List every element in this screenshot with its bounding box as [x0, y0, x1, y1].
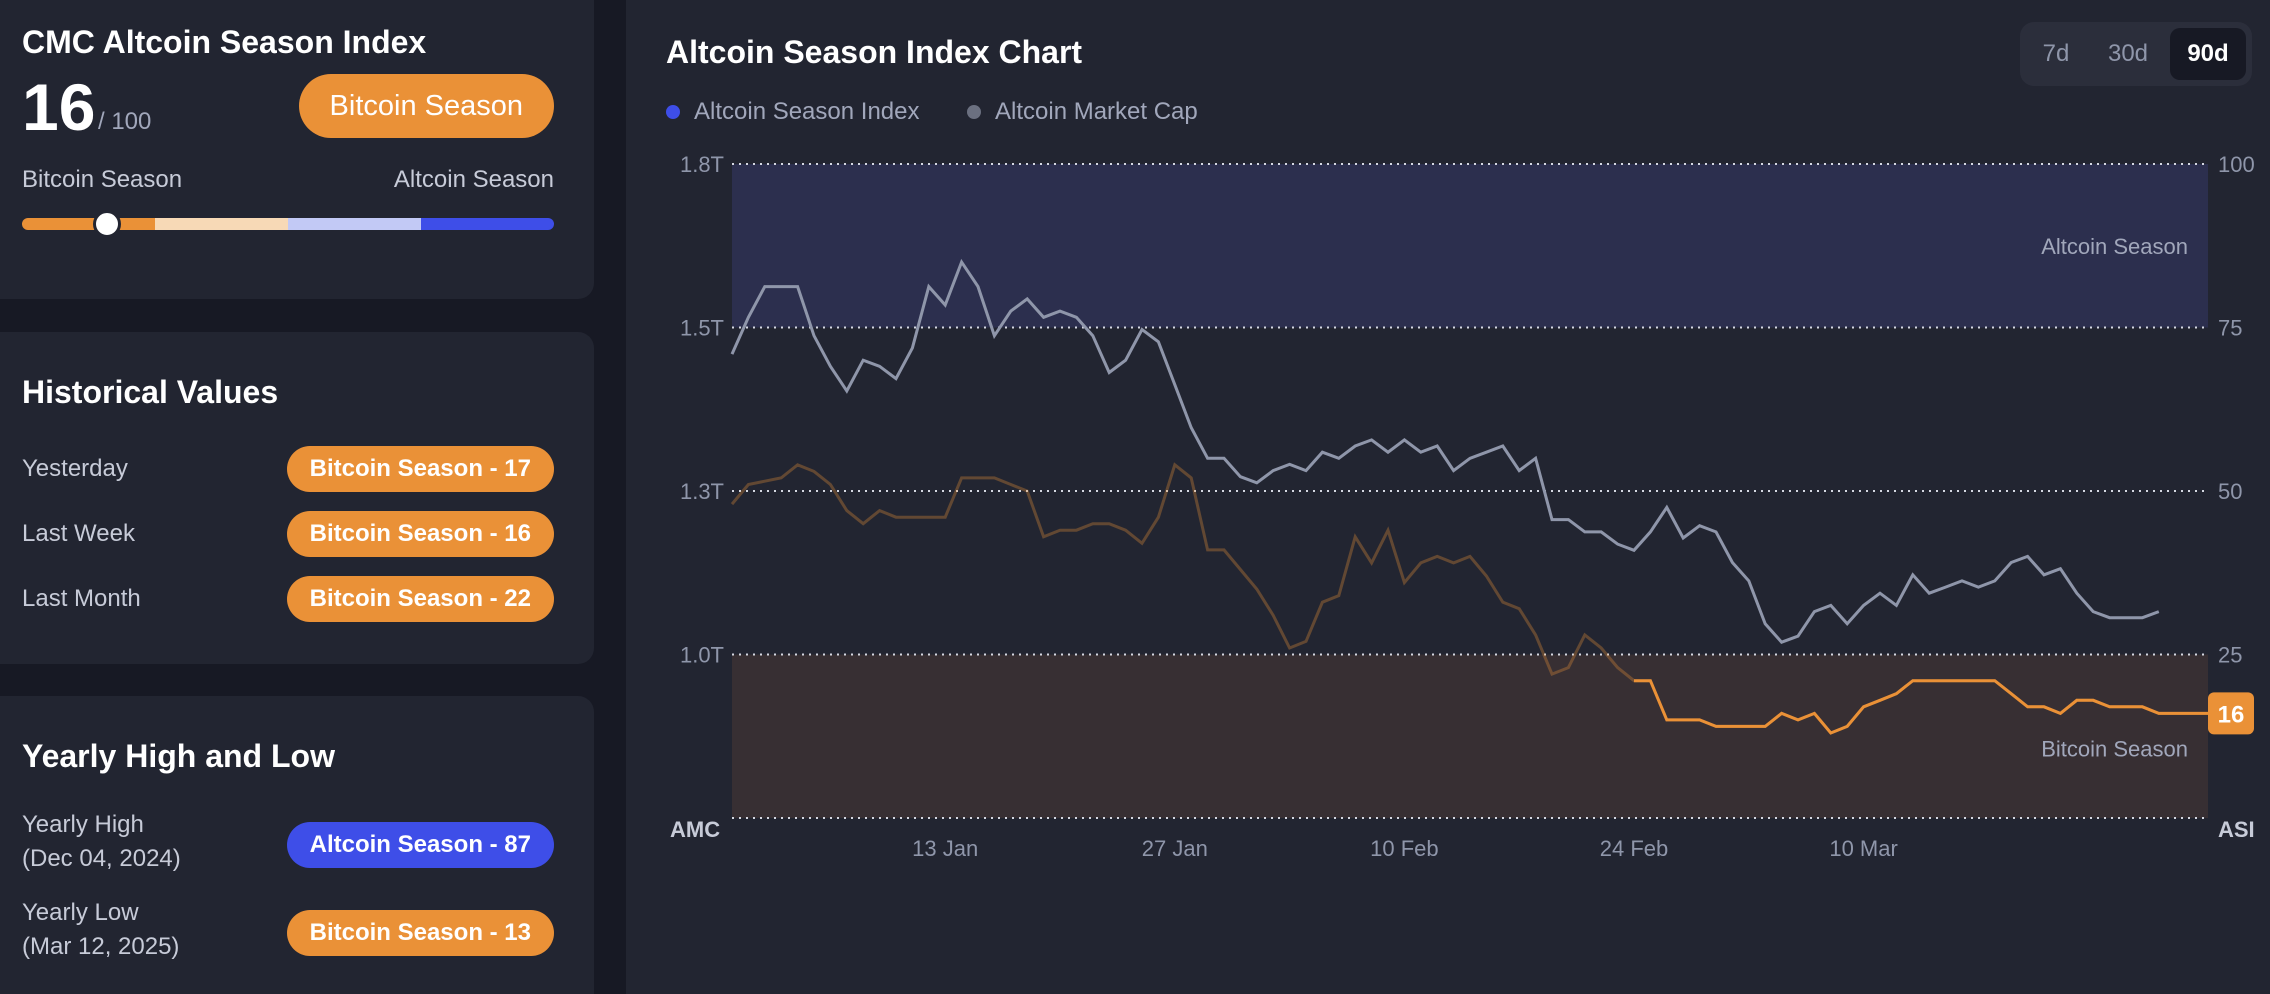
yearly-low-date: (Mar 12, 2025) — [22, 933, 180, 960]
current-value-label: 16 — [2218, 701, 2245, 728]
legend-dot-index — [666, 105, 680, 119]
index-max: / 100 — [98, 108, 152, 135]
scale-label-bitcoin: Bitcoin Season — [22, 166, 183, 193]
season-scale-bar — [22, 218, 554, 230]
left-tick: 1.8T — [680, 152, 724, 177]
yearly-high-low-card: Yearly High and Low Yearly High (Dec 04,… — [0, 696, 594, 994]
yearly-title: Yearly High and Low — [22, 738, 335, 774]
hist-value-yesterday: Bitcoin Season - 17 — [286, 446, 554, 492]
scale-segment-bitcoin — [22, 218, 155, 230]
legend-altcoin-season-index[interactable]: Altcoin Season Index — [666, 98, 919, 126]
altcoin-season-zone — [732, 164, 2208, 328]
scale-segment-bitcoin-light — [155, 218, 288, 230]
index-value: 16 — [22, 70, 96, 144]
x-tick: 27 Jan — [1142, 836, 1208, 861]
scale-segment-altcoin-light — [288, 218, 421, 230]
altcoin-zone-label: Altcoin Season — [2041, 234, 2188, 259]
left-axis-ticks: 1.8T 1.5T 1.3T 1.0T — [680, 152, 724, 668]
x-tick: 24 Feb — [1600, 836, 1669, 861]
hist-value-last-week: Bitcoin Season - 16 — [286, 511, 554, 557]
yearly-low-value: Bitcoin Season - 13 — [286, 910, 554, 956]
yearly-high-label: Yearly High — [22, 811, 144, 838]
legend-label-index: Altcoin Season Index — [694, 98, 920, 125]
right-tick: 25 — [2218, 643, 2242, 668]
left-tick: 1.3T — [680, 479, 724, 504]
right-tick: 50 — [2218, 479, 2242, 504]
range-7d-button[interactable]: 7d — [2042, 40, 2070, 67]
current-value-badge: 16 — [2208, 692, 2254, 735]
legend-dot-market-cap — [967, 105, 981, 119]
x-tick: 10 Mar — [1829, 836, 1897, 861]
left-tick: 1.5T — [680, 316, 724, 341]
right-axis-ticks: 100 75 50 25 — [2218, 152, 2255, 668]
x-axis-ticks: 13 Jan 27 Jan 10 Feb 24 Feb 10 Mar — [912, 836, 1898, 861]
index-card-title: CMC Altcoin Season Index — [22, 24, 427, 60]
yearly-low-label: Yearly Low — [22, 899, 139, 926]
yearly-high-value: Altcoin Season - 87 — [286, 822, 554, 868]
altcoin-index-card: CMC Altcoin Season Index 16 / 100 Bitcoi… — [0, 0, 594, 299]
left-axis-corner-label: AMC — [670, 817, 720, 842]
hist-label-last-week: Last Week — [22, 520, 135, 547]
range-30d-button[interactable]: 30d — [2107, 40, 2149, 67]
historical-title: Historical Values — [22, 374, 279, 410]
season-badge: Bitcoin Season — [298, 74, 554, 138]
chart-title: Altcoin Season Index Chart — [666, 34, 1083, 70]
legend-label-market-cap: Altcoin Market Cap — [995, 98, 1198, 125]
historical-values-card: Historical Values Yesterday Bitcoin Seas… — [0, 332, 594, 664]
range-90d-button[interactable]: 90d — [2170, 28, 2246, 80]
right-tick: 75 — [2218, 316, 2242, 341]
scale-segment-altcoin — [421, 218, 554, 230]
left-tick: 1.0T — [680, 643, 724, 668]
legend-altcoin-market-cap[interactable]: Altcoin Market Cap — [967, 98, 1198, 126]
right-tick: 100 — [2218, 152, 2255, 177]
bitcoin-zone-label: Bitcoin Season — [2041, 736, 2188, 761]
altcoin-season-index-line — [1634, 679, 2208, 735]
bitcoin-season-zone — [732, 654, 2208, 818]
hist-label-last-month: Last Month — [22, 585, 141, 612]
scale-label-altcoin: Altcoin Season — [393, 166, 554, 193]
right-axis-corner-label: ASI — [2218, 817, 2255, 842]
current-value-badge-bg — [2208, 692, 2254, 735]
grid-lines — [732, 163, 2208, 819]
altcoin-market-cap-line — [730, 258, 2160, 644]
yearly-high-date: (Dec 04, 2024) — [22, 845, 181, 872]
range-selector: 7d 30d 90d — [2020, 22, 2252, 86]
hist-value-last-month: Bitcoin Season - 22 — [286, 576, 554, 622]
hist-label-yesterday: Yesterday — [22, 455, 128, 482]
x-tick: 10 Feb — [1370, 836, 1439, 861]
scale-knob — [93, 210, 122, 238]
x-tick: 13 Jan — [912, 836, 978, 861]
